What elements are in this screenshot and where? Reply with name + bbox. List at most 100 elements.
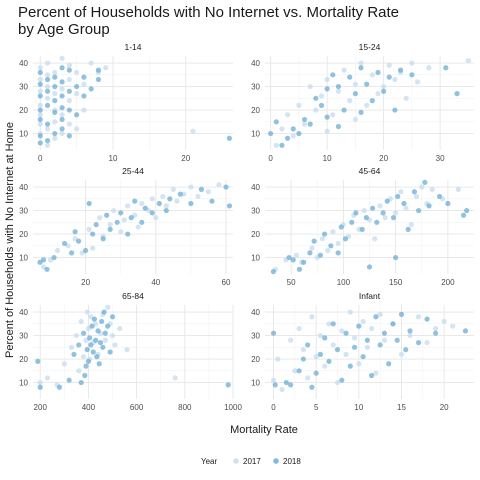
point-2017: [335, 240, 341, 247]
point-2018: [381, 88, 387, 94]
point-2017: [52, 91, 58, 97]
point-2018: [324, 86, 330, 92]
y-tick-label: 10: [251, 254, 260, 263]
point-2018: [78, 379, 84, 386]
point-2018: [370, 205, 376, 211]
point-2017: [37, 112, 43, 118]
point-2018: [44, 266, 50, 272]
point-2017: [413, 193, 420, 200]
point-2018: [44, 102, 51, 108]
facet-label: 45-64: [359, 166, 381, 176]
point-2018: [374, 219, 380, 225]
point-2018: [326, 358, 332, 364]
point-2018: [393, 254, 399, 261]
point-2018: [72, 229, 78, 235]
point-2017: [372, 236, 378, 242]
point-2017: [121, 217, 127, 223]
point-2017: [433, 325, 439, 332]
y-tick-label: 20: [251, 106, 260, 115]
point-2018: [59, 116, 65, 123]
point-2018: [226, 203, 233, 209]
point-2018: [460, 212, 467, 218]
point-2017: [465, 58, 471, 64]
point-2018: [390, 215, 397, 221]
point-2017: [429, 186, 435, 192]
point-2017: [59, 55, 65, 61]
point-2018: [377, 342, 383, 348]
point-2018: [324, 114, 330, 120]
point-2018: [37, 93, 43, 99]
point-2018: [363, 215, 369, 221]
legend-label-2017: 2017: [243, 457, 261, 466]
point-2017: [37, 379, 43, 386]
point-2017: [455, 186, 461, 192]
x-tick-label: 5: [314, 403, 319, 412]
point-2018: [411, 189, 418, 195]
point-2017: [296, 325, 302, 332]
point-2017: [330, 229, 336, 235]
chart-title-line-2: by Age Group: [18, 21, 110, 38]
point-2017: [52, 69, 58, 76]
point-2017: [330, 112, 336, 118]
x-tick-label: 200: [441, 278, 455, 287]
point-2018: [223, 184, 229, 190]
point-2018: [397, 67, 404, 73]
point-2017: [300, 347, 306, 353]
point-2017: [375, 91, 381, 97]
point-2017: [424, 340, 430, 346]
point-2017: [381, 83, 387, 90]
point-2018: [386, 361, 392, 367]
y-tick-label: 40: [19, 183, 28, 192]
point-2017: [334, 379, 341, 386]
point-2018: [395, 193, 401, 200]
point-2017: [360, 318, 366, 325]
point-2017: [44, 142, 51, 148]
x-tick-label: 60: [222, 278, 231, 287]
point-2017: [319, 236, 326, 242]
point-2017: [54, 247, 61, 254]
facet-panel-45-64: 45-64 10 20 30 40 50 100 150 200: [251, 166, 474, 287]
point-2018: [424, 316, 430, 322]
point-2018: [37, 384, 43, 390]
point-2018: [347, 74, 353, 80]
point-2018: [107, 226, 113, 232]
point-2017: [415, 314, 422, 320]
point-2017: [287, 337, 294, 343]
legend-key-2018: [273, 458, 279, 464]
point-2018: [89, 323, 95, 329]
point-2017: [398, 189, 404, 195]
x-tick-label: 1000: [224, 403, 242, 412]
point-2017: [74, 91, 80, 97]
point-2018: [335, 83, 342, 90]
point-2018: [341, 107, 347, 113]
point-2017: [107, 222, 113, 228]
point-2017: [66, 76, 72, 83]
point-2017: [44, 126, 51, 132]
point-2018: [364, 337, 370, 343]
point-2018: [369, 372, 375, 379]
point-2018: [52, 74, 58, 80]
point-2018: [40, 257, 47, 263]
point-2018: [37, 69, 43, 76]
point-2017: [347, 309, 353, 315]
point-2017: [124, 347, 130, 353]
x-tick-label: 20: [440, 403, 449, 412]
point-2017: [44, 60, 51, 66]
x-tick-label: 50: [287, 278, 296, 287]
point-2018: [313, 95, 319, 101]
point-2018: [422, 179, 428, 185]
point-2017: [284, 112, 291, 118]
point-2017: [149, 196, 155, 202]
facet-label: 25-44: [122, 166, 144, 176]
point-2018: [96, 361, 102, 367]
point-2018: [99, 318, 105, 325]
point-2018: [328, 243, 334, 249]
point-2017: [90, 245, 96, 251]
point-2017: [66, 98, 72, 104]
point-2017: [373, 370, 379, 376]
point-2018: [100, 236, 106, 242]
y-tick-label: 20: [19, 355, 28, 364]
point-2017: [102, 337, 108, 343]
point-2018: [66, 88, 72, 94]
